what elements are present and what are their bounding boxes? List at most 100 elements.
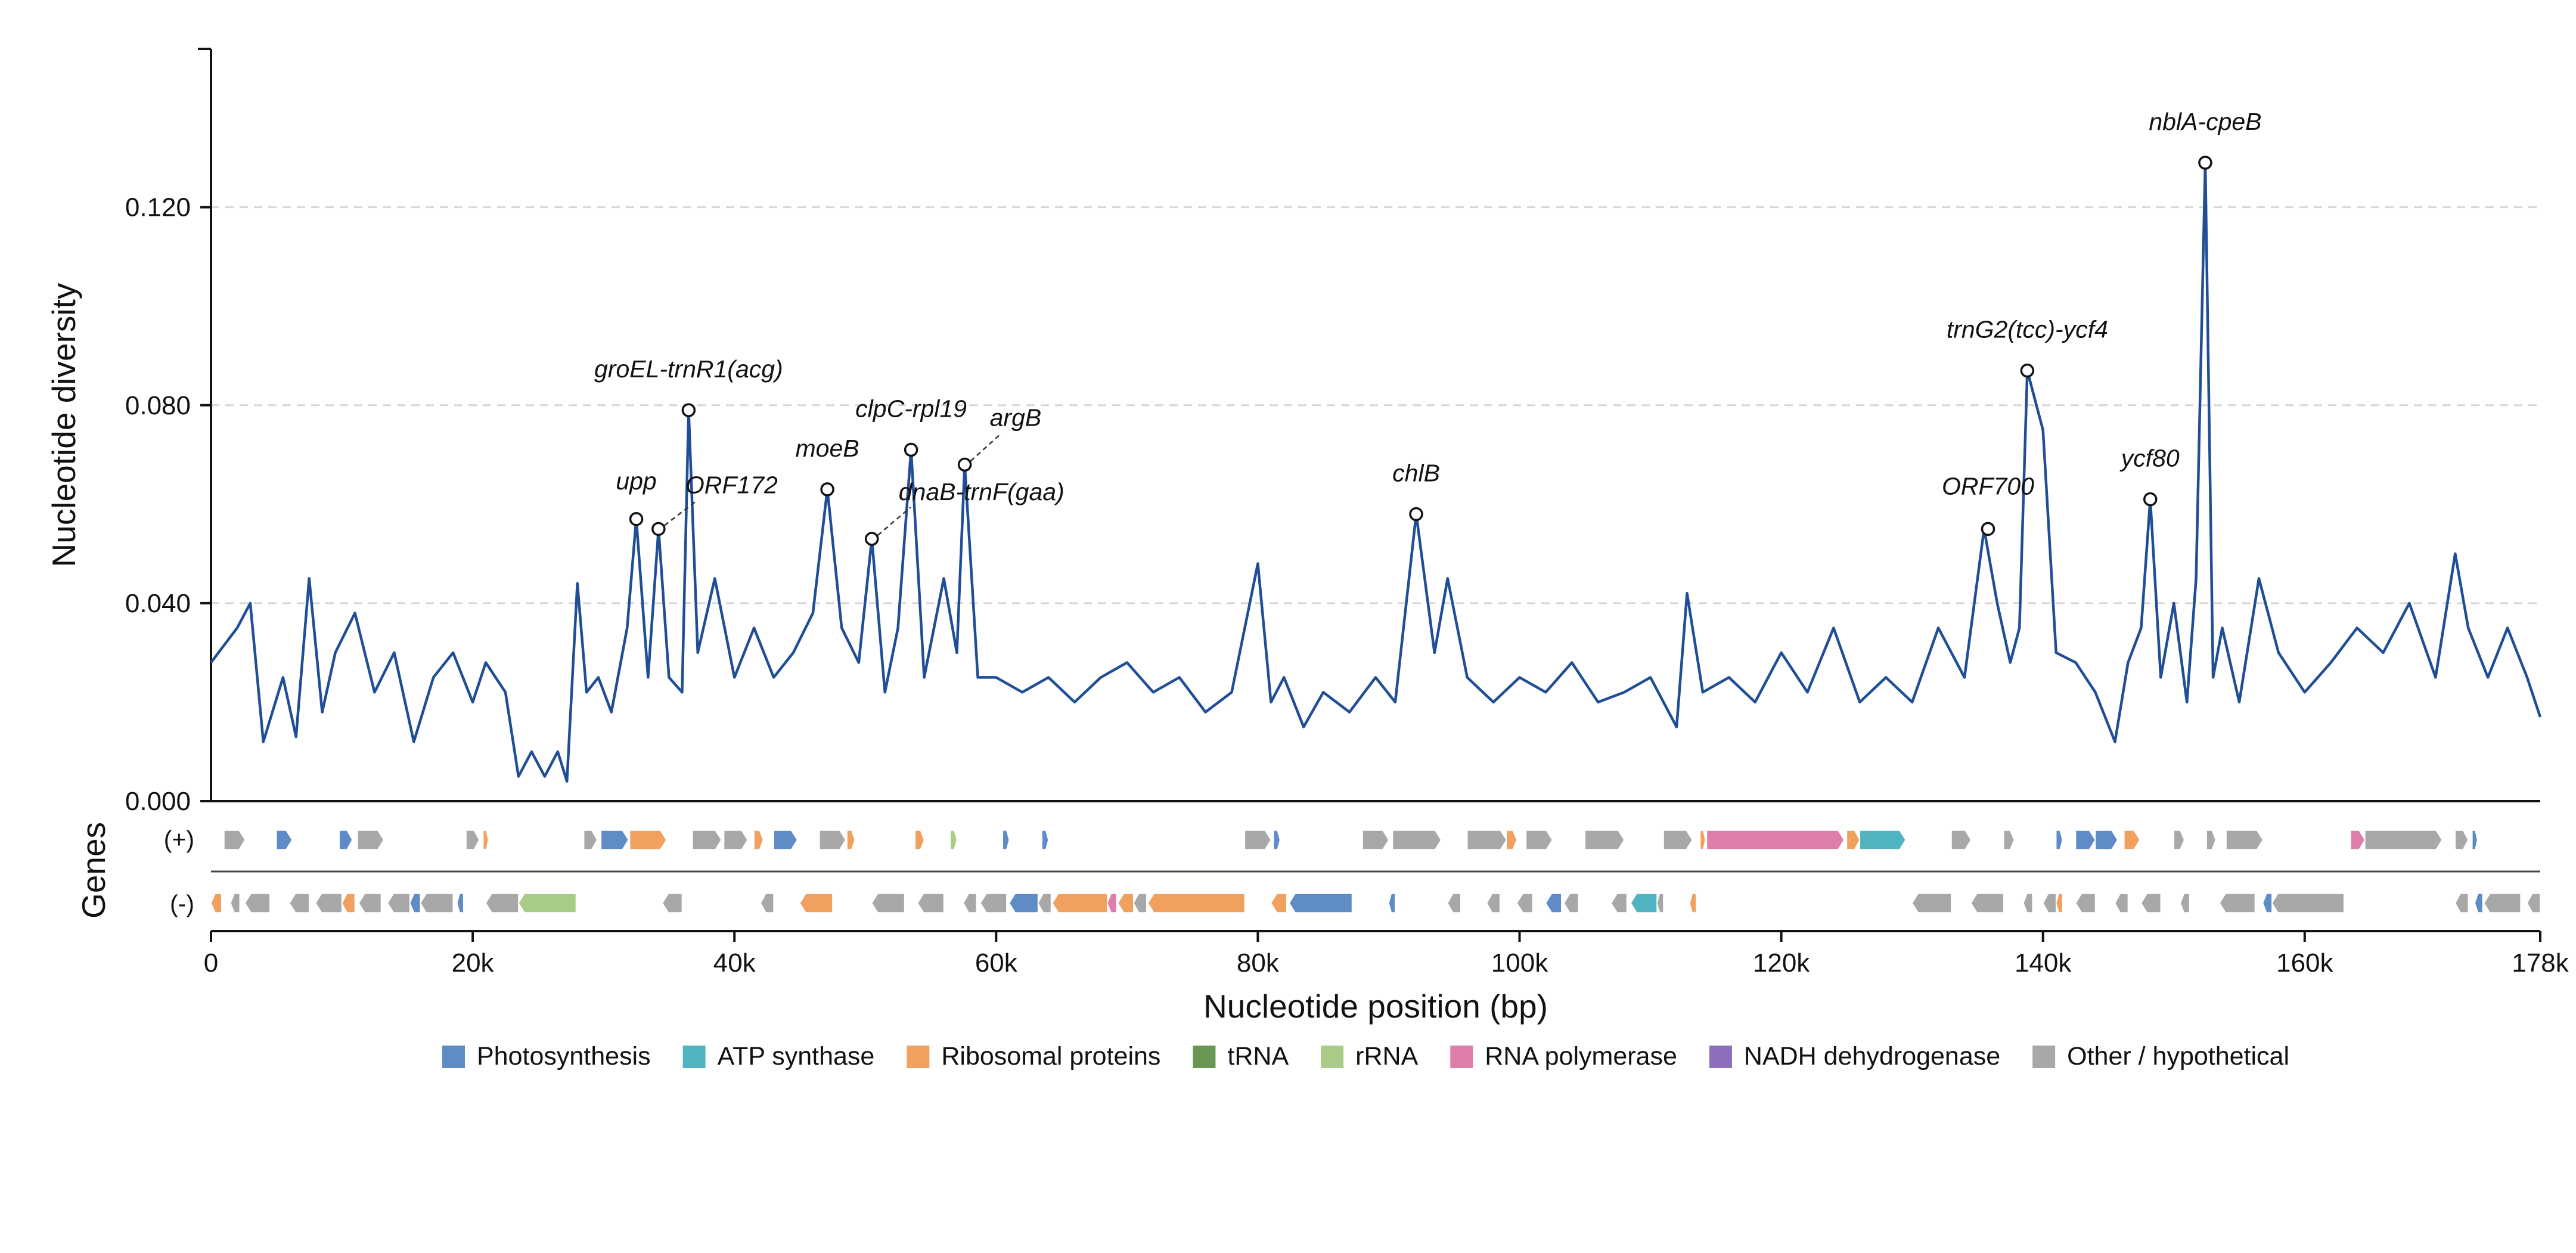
gene-arrow-minus bbox=[2474, 893, 2484, 913]
gene-arrow-minus bbox=[2219, 893, 2256, 913]
gene-arrow-minus bbox=[1689, 893, 1697, 913]
legend-swatch bbox=[1321, 1046, 1344, 1068]
peak-label: ycf80 bbox=[2119, 445, 2180, 472]
diversity-series bbox=[210, 161, 2542, 783]
gene-arrow-plus bbox=[276, 830, 293, 850]
gene-arrow-minus bbox=[963, 893, 977, 913]
gene-arrow-plus bbox=[1699, 830, 1706, 850]
gene-arrow-plus bbox=[2364, 830, 2443, 850]
legend-swatch bbox=[1709, 1046, 1732, 1068]
gene-arrow-plus bbox=[583, 830, 598, 850]
x-tick-label: 160k bbox=[2276, 948, 2333, 978]
peak-leader-line bbox=[970, 432, 1003, 462]
strand-plus-label: (+) bbox=[164, 826, 194, 853]
legend-label: Photosynthesis bbox=[477, 1042, 651, 1071]
gene-arrow-minus bbox=[387, 893, 411, 913]
diversity-line bbox=[210, 161, 2542, 783]
gene-arrow-plus bbox=[1466, 830, 1507, 850]
gene-arrow-plus bbox=[723, 830, 749, 850]
peak-label: dnaB-trnF(gaa) bbox=[899, 478, 1064, 505]
gene-arrow-minus bbox=[1656, 893, 1664, 913]
gene-track bbox=[210, 830, 2541, 913]
gene-arrow-minus bbox=[1147, 893, 1246, 913]
peak-marker bbox=[2143, 492, 2158, 507]
peak-label: nblA-cpeB bbox=[2149, 108, 2261, 135]
peak-marker bbox=[864, 532, 879, 546]
legend: Photosynthesis ATP synthase Ribosomal prot… bbox=[442, 1042, 2289, 1071]
peak-marker bbox=[904, 442, 918, 457]
y-tick-label: 0.120 bbox=[125, 193, 191, 222]
gene-arrow-minus bbox=[1037, 893, 1052, 913]
gene-arrow-minus bbox=[1447, 893, 1461, 913]
peak-marker bbox=[820, 482, 834, 497]
gene-arrow-minus bbox=[1630, 893, 1658, 913]
gene-arrow-minus bbox=[315, 893, 343, 913]
peak-marker bbox=[629, 512, 644, 526]
x-tick-label: 60k bbox=[975, 948, 1018, 978]
peak-label: chlB bbox=[1392, 459, 1440, 486]
gene-arrow-minus bbox=[799, 893, 833, 913]
x-ticks: 0 20k 40k 60k 80k 100k 120k 140k 160k 178k bbox=[204, 931, 2569, 978]
x-tick-label: 0 bbox=[204, 948, 218, 978]
peak-leader-line bbox=[877, 507, 911, 536]
legend-label: RNA polymerase bbox=[1485, 1042, 1677, 1071]
legend-label: rRNA bbox=[1355, 1042, 1418, 1071]
legend-label: Other / hypothetical bbox=[2067, 1042, 2289, 1071]
gene-arrow-plus bbox=[949, 830, 958, 850]
peak-label: trnG2(tcc)-ycf4 bbox=[1947, 316, 2108, 343]
gene-arrow-minus bbox=[1545, 893, 1562, 913]
gene-arrow-minus bbox=[1107, 893, 1118, 913]
gene-arrow-minus bbox=[210, 893, 222, 913]
gene-arrow-plus bbox=[819, 830, 846, 850]
gene-arrow-plus bbox=[773, 830, 798, 850]
gene-arrow-plus bbox=[224, 830, 246, 850]
legend-swatch bbox=[2032, 1046, 2056, 1068]
y-tick-label: 0.000 bbox=[125, 787, 191, 816]
gene-arrow-plus bbox=[2226, 830, 2264, 850]
gene-arrow-minus bbox=[457, 893, 464, 913]
gene-arrow-plus bbox=[1244, 830, 1272, 850]
x-tick-label: 178k bbox=[2512, 948, 2569, 978]
gene-arrow-plus bbox=[1846, 830, 1861, 850]
gene-arrow-minus bbox=[2042, 893, 2057, 913]
legend-label: Ribosomal proteins bbox=[941, 1042, 1160, 1071]
peak-marker bbox=[2020, 363, 2035, 378]
gene-arrow-minus bbox=[1911, 893, 1952, 913]
gene-arrow-plus bbox=[2124, 830, 2141, 850]
gene-arrow-minus bbox=[2140, 893, 2162, 913]
peak-marker bbox=[1409, 507, 1423, 522]
gene-arrow-minus bbox=[358, 893, 382, 913]
peak-label: moeB bbox=[796, 435, 859, 462]
legend-label: ATP synthase bbox=[718, 1042, 875, 1071]
gene-arrow-plus bbox=[1392, 830, 1442, 850]
gene-arrow-minus bbox=[2055, 893, 2063, 913]
gene-arrow-plus bbox=[1859, 830, 1907, 850]
legend-swatch bbox=[1450, 1046, 1473, 1068]
gene-arrow-plus bbox=[753, 830, 764, 850]
gene-arrow-minus bbox=[2527, 893, 2541, 913]
gene-arrow-minus bbox=[230, 893, 241, 913]
peak-marker bbox=[651, 522, 666, 536]
gene-arrow-plus bbox=[1041, 830, 1049, 850]
gene-arrow-minus bbox=[1563, 893, 1579, 913]
gene-arrow-plus bbox=[465, 830, 480, 850]
gene-arrow-plus bbox=[1506, 830, 1517, 850]
x-tick-label: 120k bbox=[1753, 948, 1810, 978]
gene-arrow-plus bbox=[2075, 830, 2096, 850]
gene-arrow-minus bbox=[1117, 893, 1134, 913]
gene-arrow-minus bbox=[1486, 893, 1501, 913]
legend-label: NADH dehydrogenase bbox=[1744, 1042, 2000, 1071]
x-tick-label: 80k bbox=[1237, 948, 1280, 978]
gene-arrow-minus bbox=[2075, 893, 2096, 913]
gene-arrow-plus bbox=[2094, 830, 2118, 850]
gene-arrow-plus bbox=[357, 830, 384, 850]
gene-arrow-plus bbox=[629, 830, 667, 850]
gene-arrow-minus bbox=[341, 893, 356, 913]
gene-arrow-plus bbox=[1273, 830, 1281, 850]
strand-minus-label: (-) bbox=[170, 890, 194, 917]
peak-marker bbox=[2198, 156, 2212, 170]
gene-track-title: Genes bbox=[75, 822, 112, 919]
legend-swatch bbox=[682, 1046, 706, 1068]
peak-label: ORF172 bbox=[685, 471, 778, 498]
peak-marker bbox=[681, 403, 696, 417]
